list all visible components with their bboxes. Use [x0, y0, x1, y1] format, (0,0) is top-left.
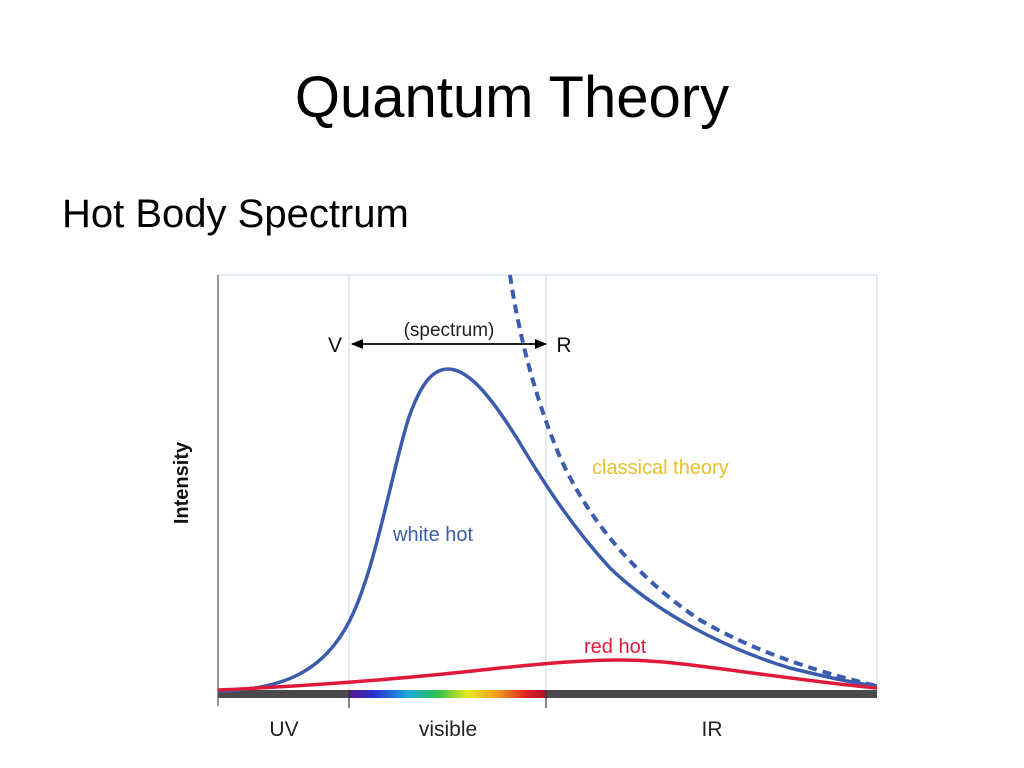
white-hot-curve — [217, 367, 878, 693]
white-hot-label: white hot — [392, 524, 473, 546]
classical-theory-curve — [508, 274, 878, 688]
red-hot-label: red hot — [584, 636, 647, 658]
slide-title: Quantum Theory — [294, 65, 730, 130]
uv-band-label: UV — [269, 718, 298, 741]
ir-band-bar — [546, 690, 877, 698]
classical-theory-label: classical theory — [592, 457, 729, 479]
spectrum-label: (spectrum) — [404, 320, 495, 341]
r-label: R — [556, 334, 571, 357]
red-hot-curve — [217, 658, 878, 692]
uv-band-bar — [218, 690, 349, 698]
v-label: V — [328, 334, 342, 357]
visible-band-bar — [349, 690, 546, 698]
slide-subtitle: Hot Body Spectrum — [62, 192, 409, 236]
y-axis-label: Intensity — [171, 441, 193, 524]
visible-band-label: visible — [419, 718, 477, 741]
ir-band-label: IR — [702, 718, 723, 741]
